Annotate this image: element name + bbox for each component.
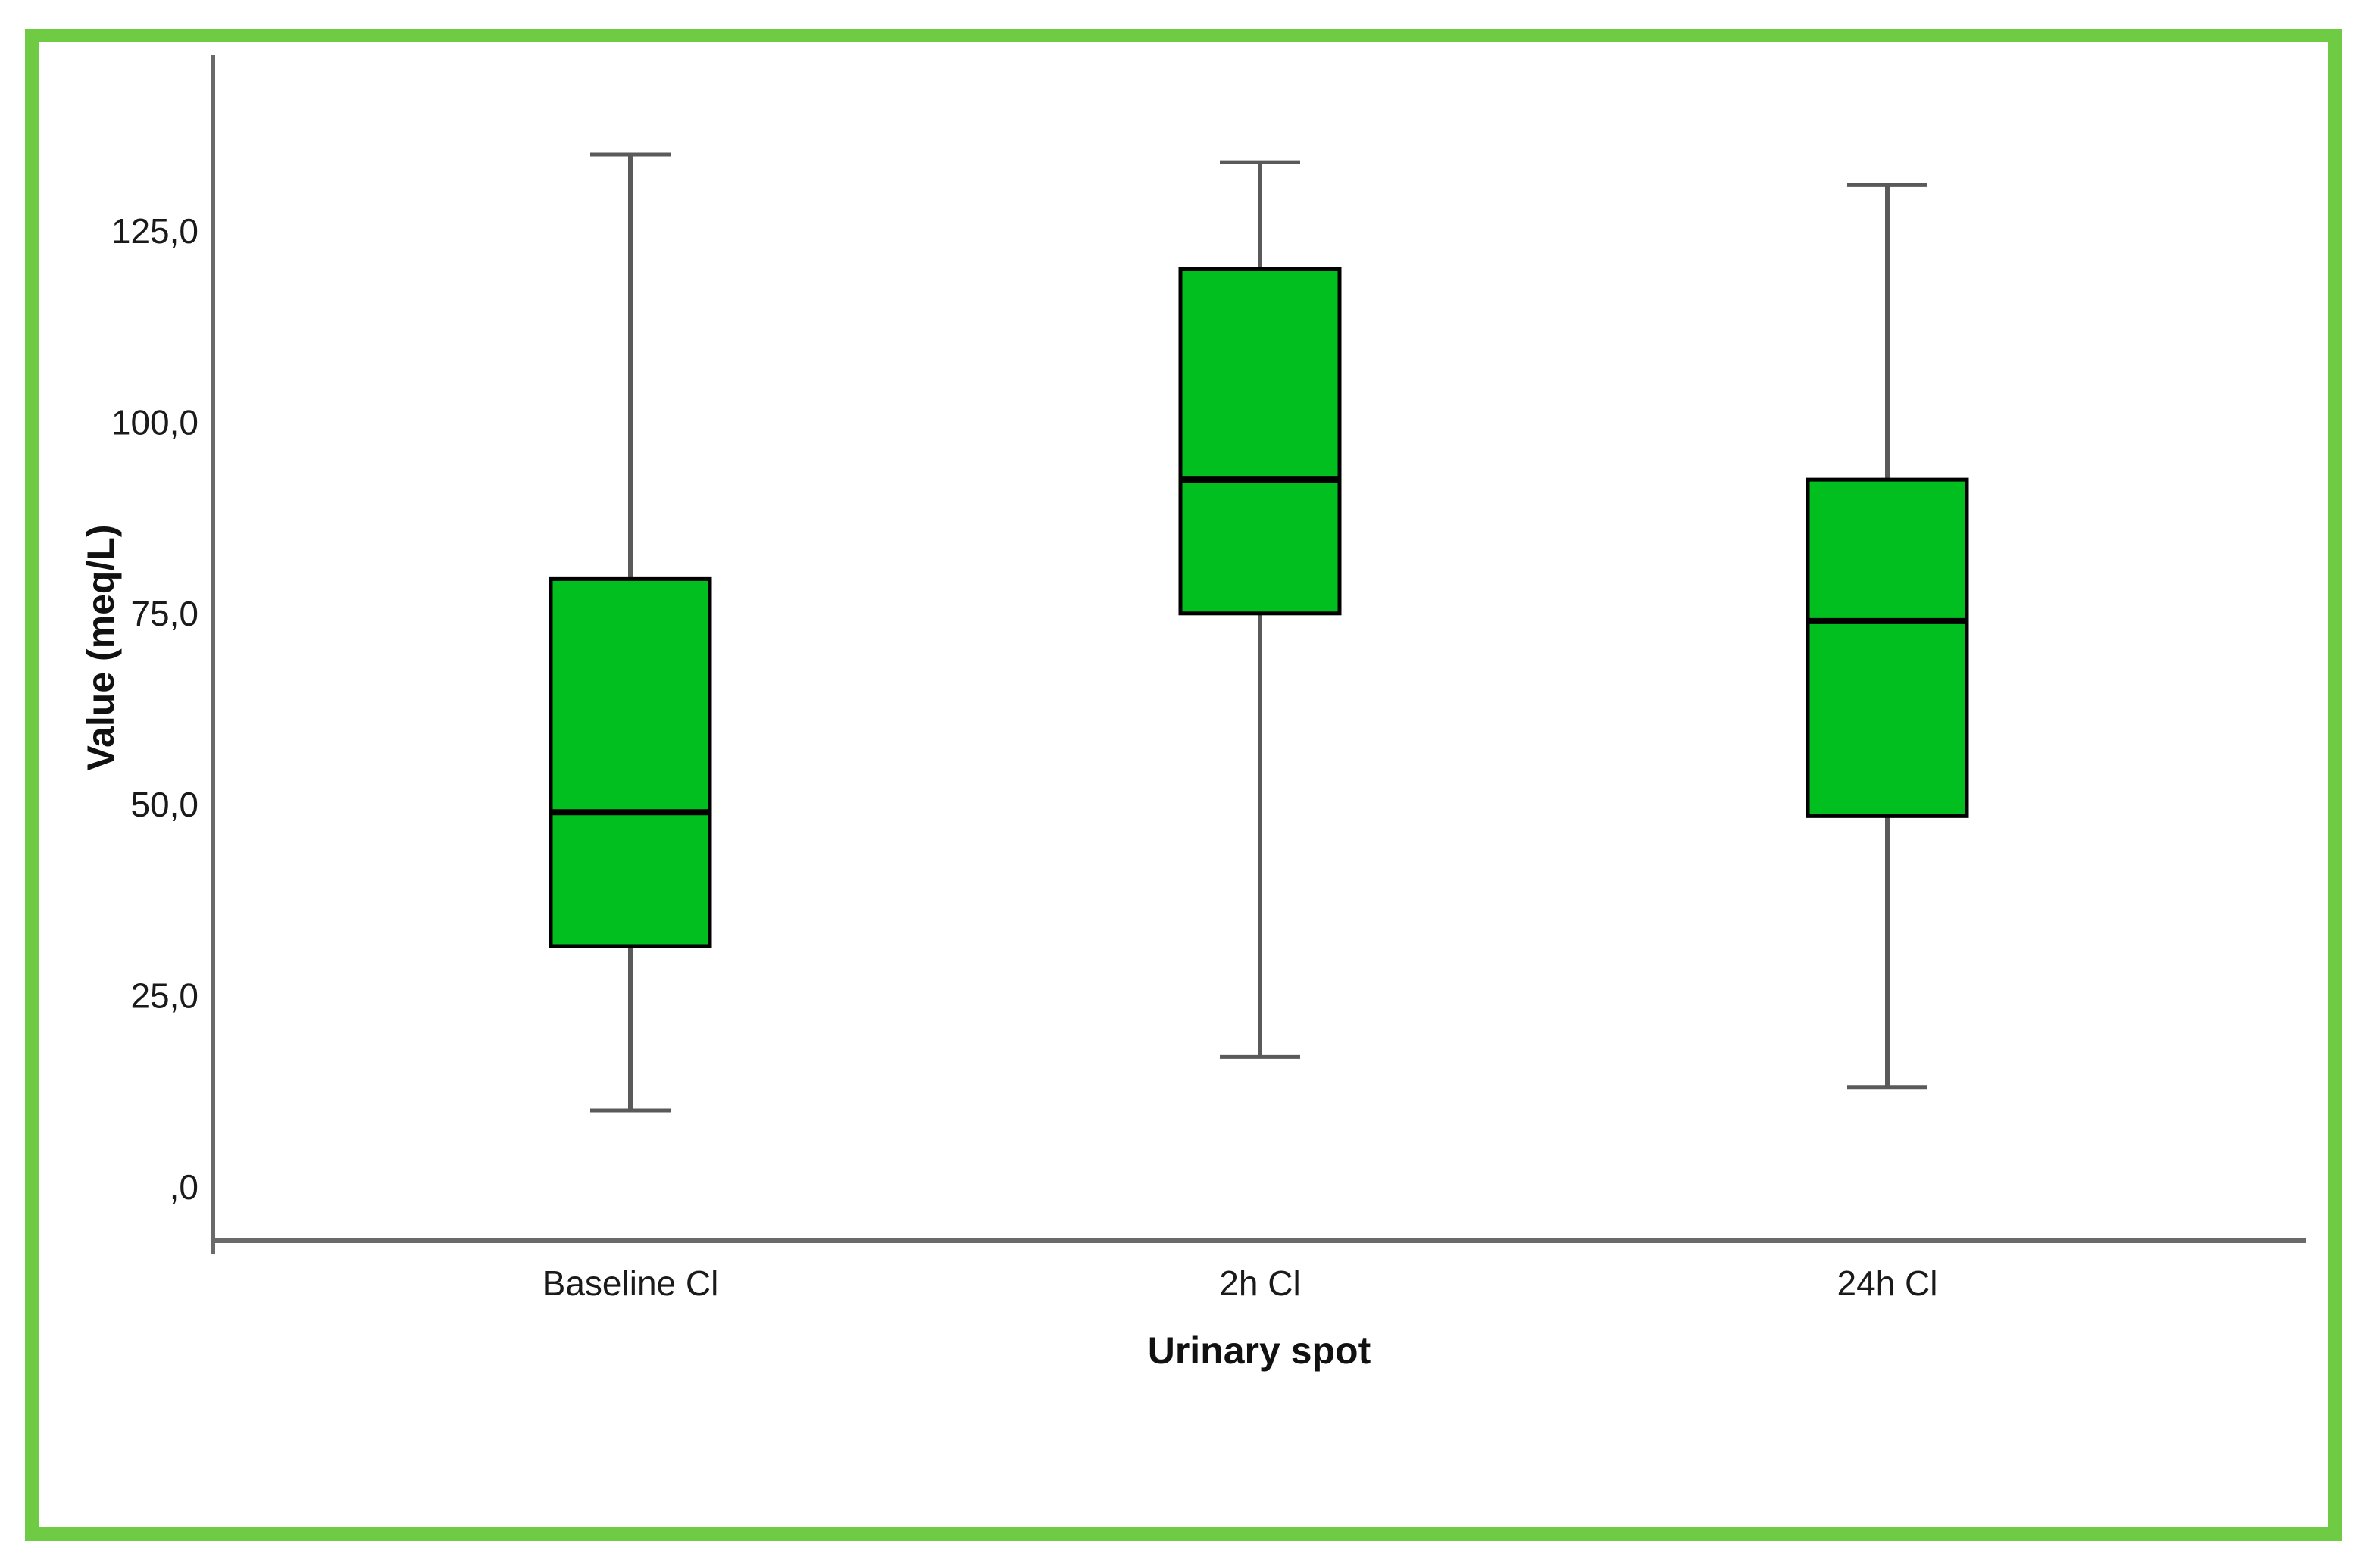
x-tick-label-24h-cl: 24h Cl bbox=[1837, 1263, 1938, 1303]
box-baseline-cl bbox=[549, 576, 712, 948]
x-tick-label-2h-cl: 2h Cl bbox=[1219, 1263, 1300, 1303]
y-tick-label-75: 75,0 bbox=[130, 594, 199, 633]
box-24h-cl bbox=[1806, 477, 1969, 818]
y-tick-label-100: 100,0 bbox=[111, 402, 199, 442]
y-tick-label-0: ,0 bbox=[170, 1167, 199, 1207]
box-2h-cl bbox=[1178, 267, 1342, 616]
y-axis-title: Value (meq/L) bbox=[80, 524, 122, 771]
y-tick-label-50: 50,0 bbox=[130, 785, 199, 824]
x-axis-title: Urinary spot bbox=[1147, 1329, 1371, 1372]
y-tick-label-25: 25,0 bbox=[130, 976, 199, 1016]
x-tick-label-baseline-cl: Baseline Cl bbox=[542, 1263, 719, 1303]
y-tick-label-125: 125,0 bbox=[111, 211, 199, 251]
